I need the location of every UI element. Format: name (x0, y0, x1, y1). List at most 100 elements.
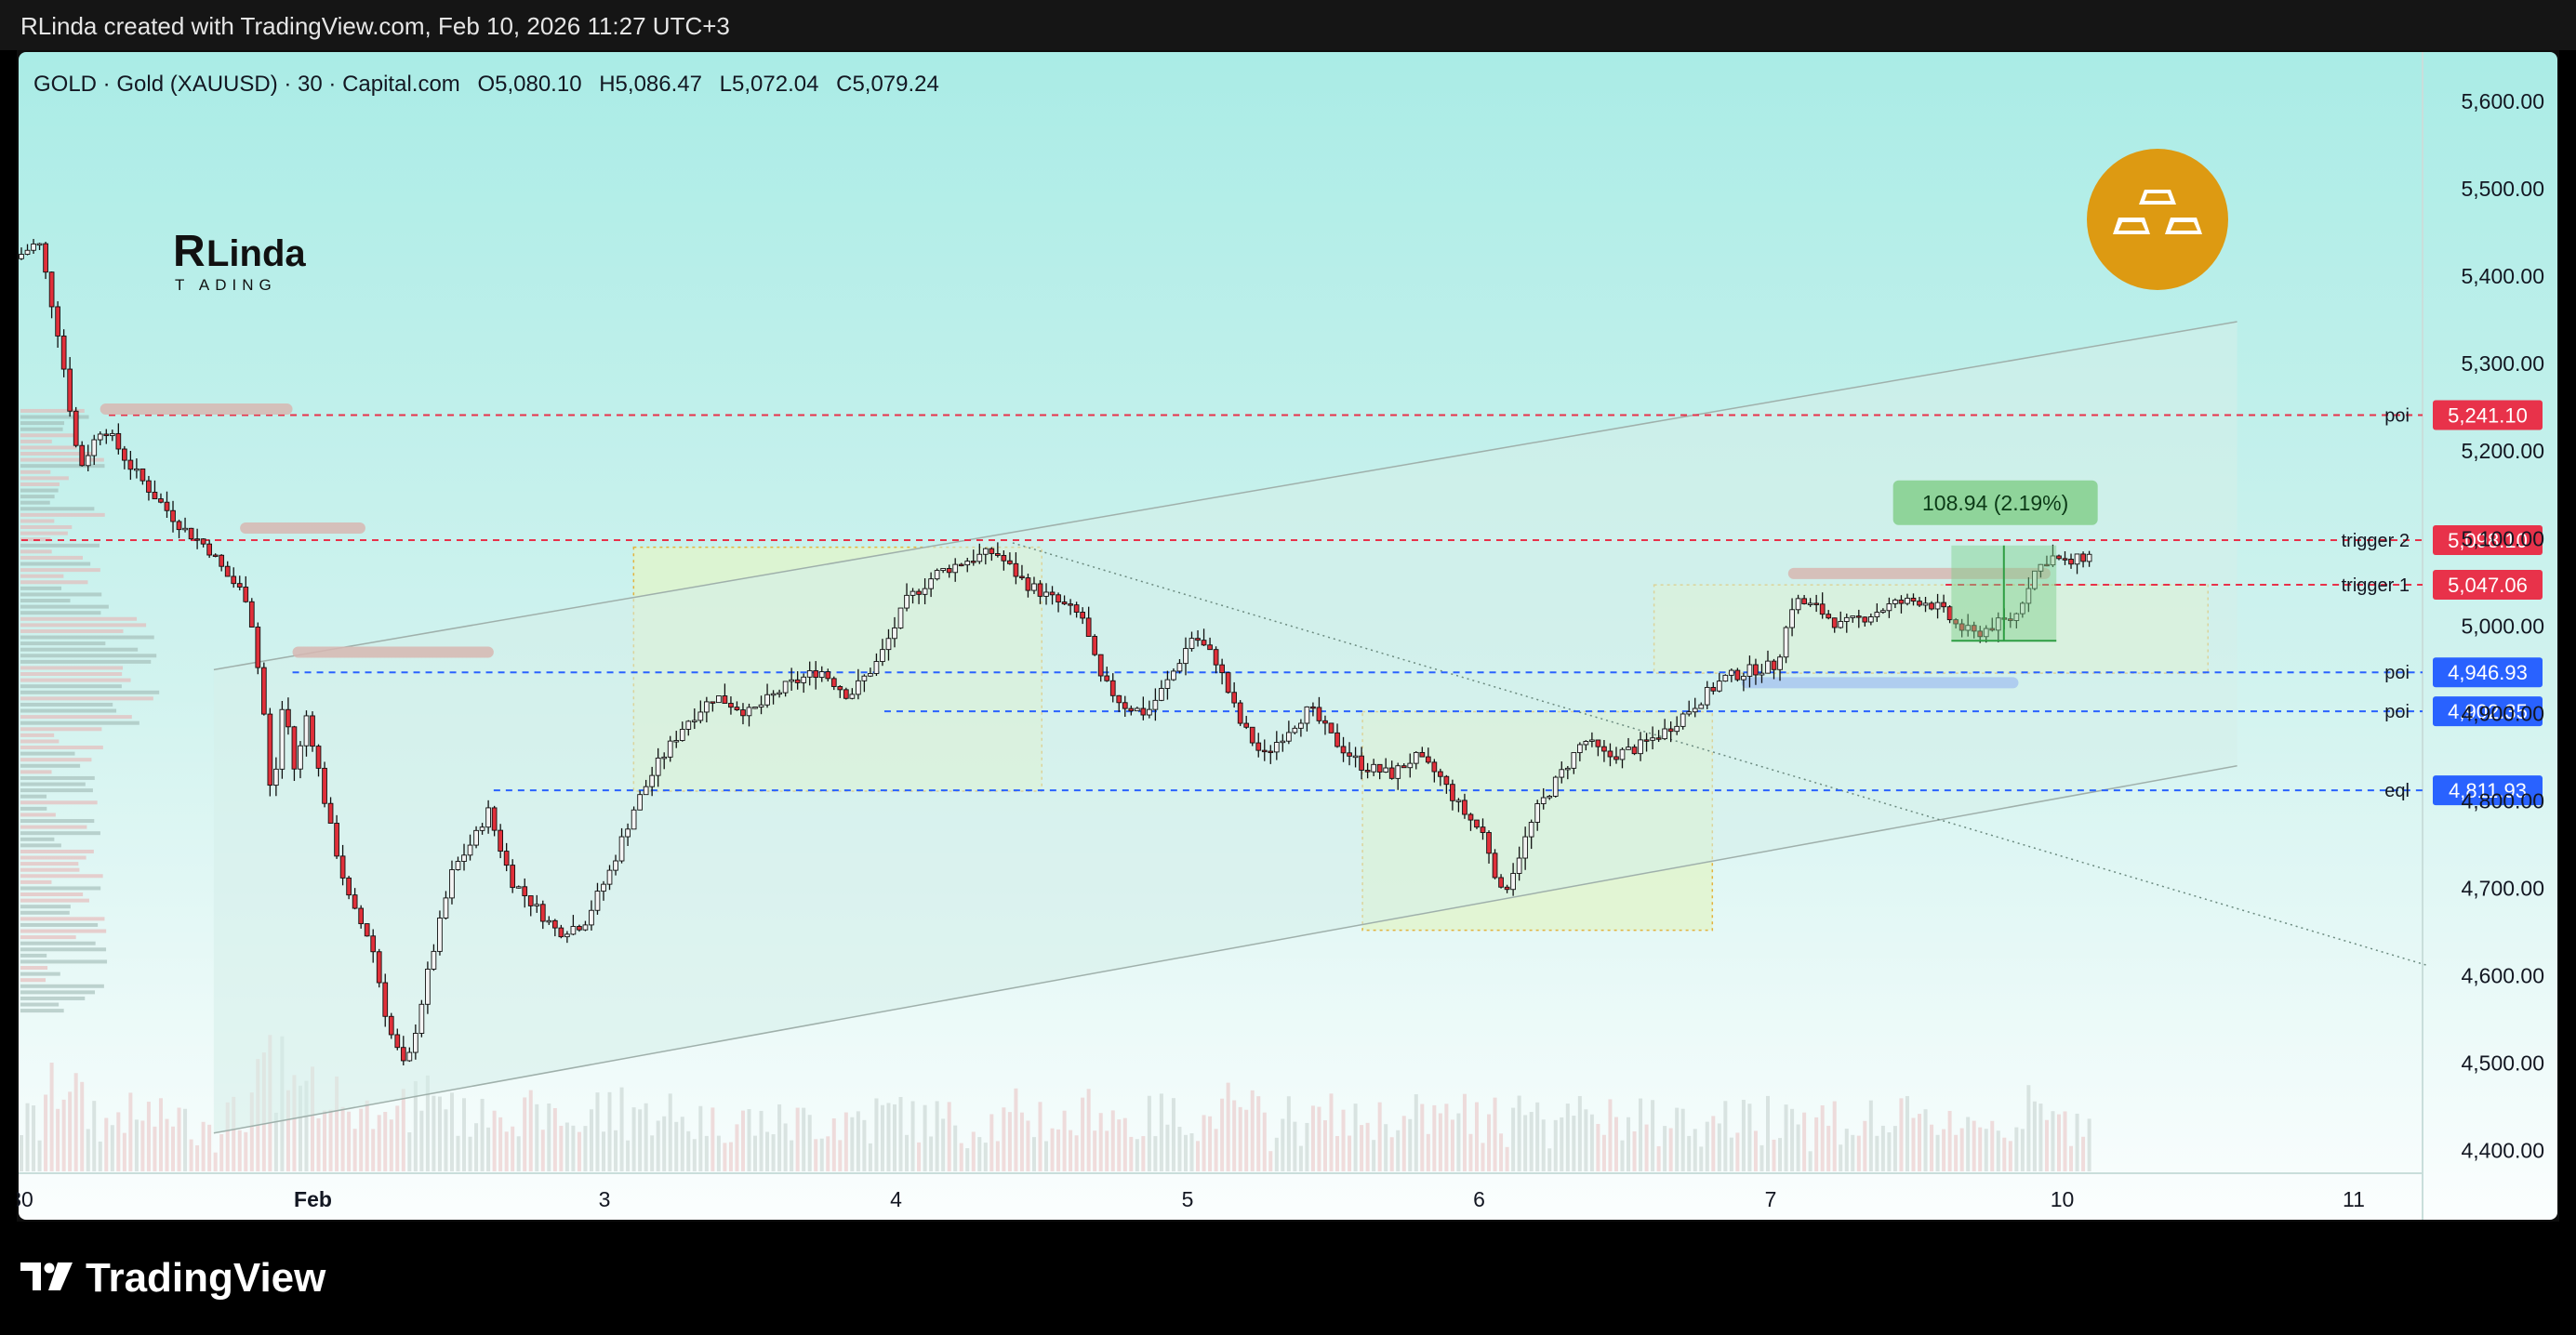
volume-bar (2026, 1085, 2031, 1171)
candle-up (758, 704, 764, 707)
candle-up (1674, 725, 1680, 733)
volume-profile-bar (20, 702, 113, 707)
candle-down (1340, 746, 1347, 754)
volume-bar (1341, 1109, 1346, 1171)
volume-profile-bar (20, 770, 52, 774)
candle-up (1789, 609, 1795, 628)
candle-up (418, 1003, 425, 1034)
volume-bar (232, 1096, 236, 1171)
candle-down (224, 565, 231, 577)
volume-profile-bar (20, 439, 52, 443)
candle-up (643, 786, 649, 796)
volume-bar (905, 1134, 910, 1171)
volume-bar (1256, 1096, 1261, 1171)
candle-down (1819, 603, 1826, 615)
volume-bar (843, 1112, 848, 1171)
volume-profile-bar (20, 464, 105, 469)
volume-bar (977, 1137, 982, 1171)
candle-up (1043, 591, 1049, 597)
volume-bar (1687, 1135, 1692, 1171)
volume-bar (1305, 1122, 1309, 1171)
candle-down (176, 521, 182, 531)
candle-up (467, 844, 473, 856)
candle-up (1298, 722, 1304, 729)
candle-up (952, 563, 959, 574)
volume-bar (1456, 1113, 1461, 1171)
candle-up (2013, 613, 2020, 621)
volume-bar (1911, 1117, 1916, 1171)
level-price-label: 5,047.06 (2448, 574, 2528, 597)
candle-down (946, 568, 952, 574)
level-name: eql (2384, 781, 2410, 801)
candle-up (770, 693, 777, 696)
volume-bar (1450, 1119, 1454, 1171)
volume-bar (995, 1141, 1000, 1171)
candle-down (1001, 554, 1007, 562)
volume-bar (437, 1096, 442, 1171)
volume-profile-bar (20, 635, 154, 640)
volume-profile-bar (20, 531, 68, 535)
candle-down (1419, 751, 1426, 758)
candle-up (655, 757, 661, 776)
candle-down (1425, 756, 1431, 763)
level-price-label: 5,241.10 (2448, 404, 2528, 428)
volume-bar (359, 1108, 364, 1171)
y-tick-label: 5,200.00 (2461, 439, 2544, 463)
candle-up (1698, 704, 1705, 709)
volume-profile-bar (20, 476, 69, 481)
time-axis[interactable]: 30 Feb 3 4 5 6 7 10 11 (17, 1187, 2365, 1211)
candle-up (1134, 707, 1140, 712)
volume-bar (923, 1104, 927, 1171)
candle-up (449, 868, 455, 899)
volume-bar (292, 1075, 297, 1171)
volume-bar (1414, 1094, 1418, 1171)
volume-bar (2087, 1118, 2091, 1171)
candle-up (485, 807, 491, 828)
volume-bar (86, 1129, 90, 1171)
volume-bar (1050, 1128, 1055, 1171)
volume-profile-bar (20, 843, 61, 848)
candle-up (625, 828, 631, 838)
volume-bar (1135, 1139, 1139, 1171)
x-tick-label: Feb (294, 1187, 332, 1211)
candle-up (777, 692, 782, 695)
volume-profile-bar (20, 507, 95, 511)
y-tick-label: 4,600.00 (2461, 964, 2544, 988)
volume-bar (219, 1133, 224, 1171)
measure-tool[interactable]: 108.94 (2.19%) (1892, 480, 2098, 642)
candle-up (273, 768, 279, 786)
liquidity-marks (100, 403, 2051, 689)
candle-up (473, 829, 479, 846)
candle-down (1643, 739, 1650, 742)
candle-down (164, 501, 170, 511)
volume-bar (73, 1073, 78, 1171)
candle-up (134, 468, 139, 471)
candle-down (1443, 775, 1450, 786)
volume-bar (1656, 1145, 1661, 1171)
candle-up (1795, 598, 1801, 611)
volume-bar (1014, 1088, 1018, 1171)
volume-profile-bar (20, 874, 103, 879)
legend-open: O5,080.10 (477, 72, 581, 97)
volume-bar (559, 1125, 564, 1171)
volume-profile-bar (20, 568, 100, 573)
volume-profile-bar (20, 415, 89, 419)
candle-down (358, 907, 365, 925)
volume-profile-bar (20, 604, 109, 609)
volume-bar (831, 1118, 836, 1171)
volume-bar (474, 1123, 479, 1171)
x-tick-label: 10 (2051, 1187, 2075, 1211)
volume-bar (2032, 1101, 2037, 1171)
candle-down (1347, 752, 1352, 757)
volume-bar (80, 1081, 85, 1171)
volume-bar (516, 1136, 521, 1171)
chart-canvas[interactable]: poi trigger 2 trigger 1 poi poi eql 108.94 (2… (17, 50, 2559, 1222)
tradingview-logo[interactable]: TradingView (20, 1255, 325, 1302)
volume-profile-bar (20, 879, 52, 884)
volume-profile-bar (20, 452, 93, 456)
price-axis[interactable]: 5,241.10 5,098.10 5,047.06 4,946.93 4,902.35… (2433, 89, 2544, 1163)
volume-bar (1972, 1120, 1976, 1171)
candle-up (91, 439, 98, 456)
volume-profile-bar (20, 800, 98, 805)
candle-down (43, 243, 48, 273)
